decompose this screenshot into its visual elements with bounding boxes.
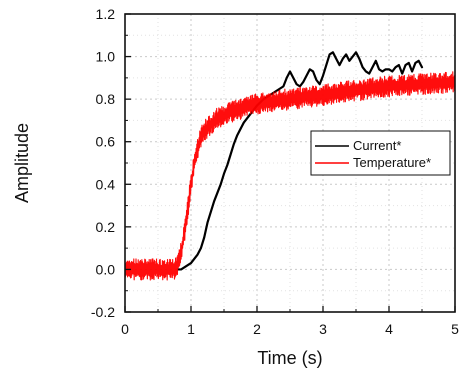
x-tick-label: 2 (253, 321, 261, 337)
y-tick-label: 0.4 (96, 176, 116, 192)
series-1 (124, 71, 456, 281)
x-tick-label: 5 (451, 321, 459, 337)
legend-label: Current* (353, 138, 401, 153)
temperature-line (124, 71, 456, 281)
y-tick-label: 0.0 (96, 261, 116, 277)
legend-label: Temperature* (353, 155, 431, 170)
legend: Current* Temperature* (310, 130, 451, 176)
series-0 (176, 51, 424, 271)
y-tick-label: 1.2 (96, 6, 116, 22)
y-tick-label: -0.2 (91, 304, 115, 320)
y-tick-label: 0.6 (96, 134, 116, 150)
y-axis-title: Amplitude (12, 123, 32, 203)
data-series (124, 51, 456, 281)
x-axis-title: Time (s) (257, 348, 322, 368)
ticks: 0 1 2 3 4 5 -0.2 0.0 0.2 0.4 0.6 0.8 1.0 1.2 (91, 6, 459, 337)
x-tick-label: 4 (385, 321, 393, 337)
current-line (176, 51, 424, 271)
x-tick-label: 0 (121, 321, 129, 337)
x-tick-label: 3 (319, 321, 327, 337)
y-tick-label: 0.2 (96, 219, 116, 235)
x-tick-label: 1 (187, 321, 195, 337)
y-tick-label: 0.8 (96, 91, 116, 107)
legend-box (310, 130, 451, 176)
y-tick-label: 1.0 (96, 49, 116, 65)
